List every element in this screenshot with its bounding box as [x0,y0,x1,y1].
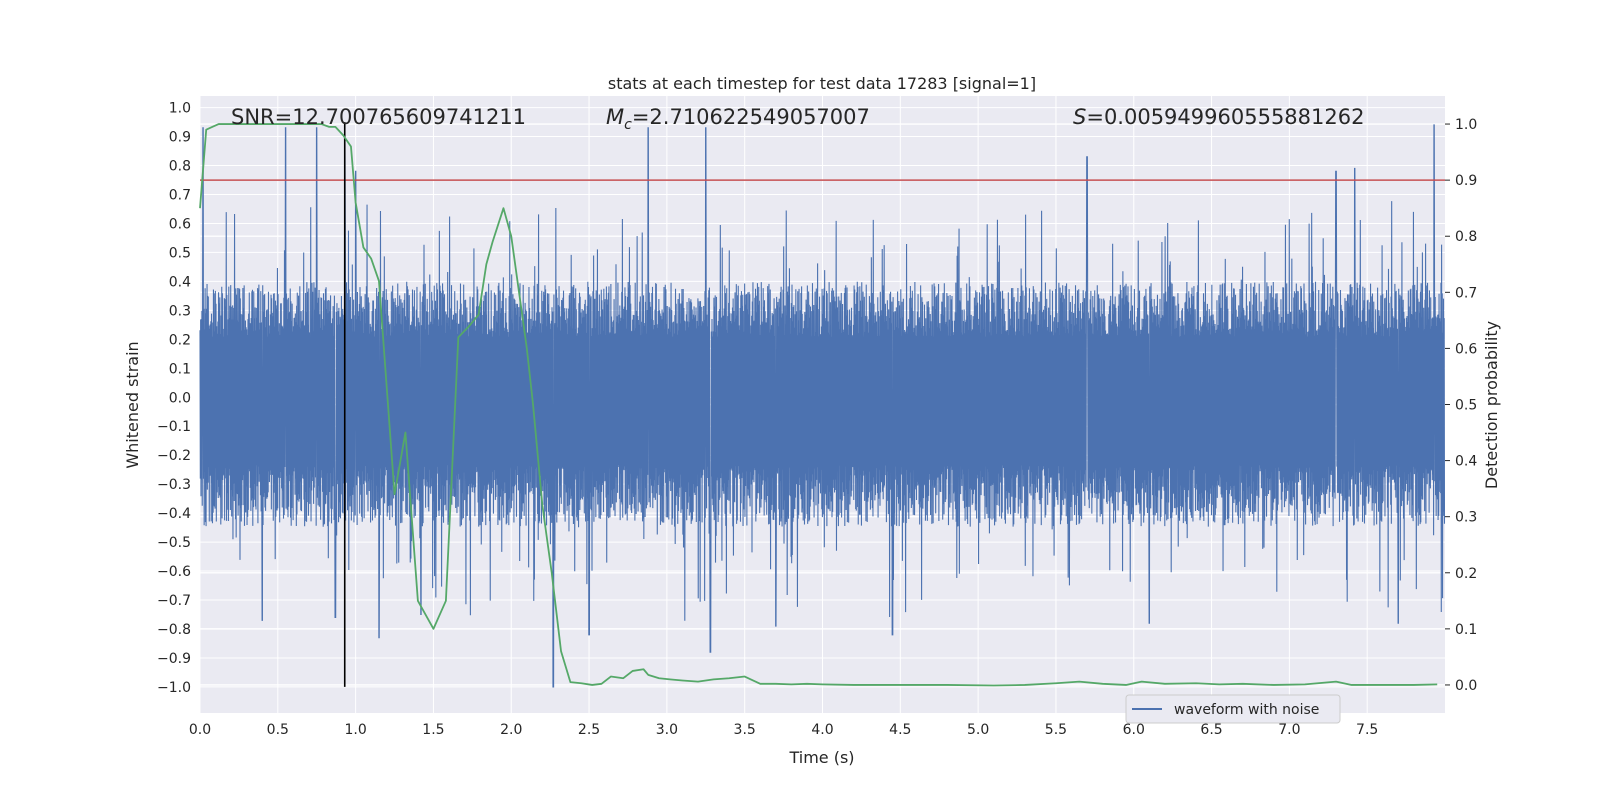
waveform-line [199,124,1446,688]
tick-labels: 0.0 0.5 1.0 1.5 2.0 2.5 3.0 3.5 4.0 4.5 5.0 5.5 6.0 6… [157,101,1477,738]
legend-box [1125,694,1341,724]
x-tick-label: 1.5 [422,722,444,738]
x-tick-label: 4.5 [889,722,911,738]
y-tick-label: 0.8 [169,159,191,175]
x-tick-label: 5.5 [1045,722,1067,738]
y-tick-label: 0.2 [169,332,191,348]
y-tick-label: −0.4 [157,506,191,522]
y2-tick-label: 1.0 [1455,117,1477,133]
chirp-mass-symbol: M [606,105,624,129]
y2-axis-label: Detection probability [1482,321,1501,489]
x-tick-label: 2.5 [578,722,600,738]
y-tick-label: −0.8 [157,622,191,638]
y-tick-label: 0.4 [169,274,191,290]
legend-label: waveform with noise [1174,702,1319,718]
s-symbol: S [1073,105,1086,129]
s-value: =0.005949960555881262 [1086,105,1364,129]
chirp-mass-subscript: c [624,117,632,133]
x-tick-label: 0.0 [189,722,211,738]
y-tick-label: 0.7 [169,187,191,203]
x-tick-label: 1.0 [344,722,366,738]
x-tick-label: 6.5 [1200,722,1222,738]
x-tick-label: 2.0 [500,722,522,738]
y-tick-label: 1.0 [169,101,191,117]
y2-tick-label: 0.3 [1455,510,1477,526]
x-tick-label: 4.0 [811,722,833,738]
y-tick-label: −1.0 [157,680,191,696]
y-tick-label: −0.7 [157,593,191,609]
y-axis-label: Whitened strain [123,341,142,468]
y2-tick-label: 0.5 [1455,398,1477,414]
y-tick-label: −0.5 [157,535,191,551]
x-tick-label: 7.5 [1356,722,1378,738]
s-annotation: S=0.005949960555881262 [1073,105,1364,129]
chart-title: stats at each timestep for test data 172… [608,74,1036,93]
x-tick-label: 7.0 [1278,722,1300,738]
y2-tick-label: 0.2 [1455,566,1477,582]
x-tick-label: 3.5 [734,722,756,738]
y2-tick-label: 0.4 [1455,454,1477,470]
y-tick-label: −0.9 [157,651,191,667]
y2-tick-label: 0.0 [1455,678,1477,694]
y2-tick-label: 0.1 [1455,622,1477,638]
y-tick-label: 0.0 [169,390,191,406]
legend: waveform with noise [1125,694,1341,724]
y-tick-label: −0.6 [157,564,191,580]
x-tick-label: 0.5 [267,722,289,738]
y2-tick-label: 0.6 [1455,341,1477,357]
probability-line [199,123,1438,687]
y-tick-label: 0.5 [169,245,191,261]
y-tick-label: −0.1 [157,419,191,435]
reference-lines [200,122,1445,687]
y-tick-label: 0.1 [169,361,191,377]
snr-annotation: SNR=12.700765609741211 [231,105,526,129]
y-tick-label: 0.9 [169,130,191,146]
chirp-mass-value: =2.710622549057007 [632,105,870,129]
y2-tick-label: 0.8 [1455,229,1477,245]
waveform-series [199,124,1446,688]
x-tick-label: 5.0 [967,722,989,738]
x-axis-label: Time (s) [788,748,854,767]
chirp-mass-annotation: Mc=2.710622549057007 [606,105,870,133]
y2-tick-label: 0.9 [1455,173,1477,189]
y-tick-label: −0.3 [157,477,191,493]
y2-tick-label: 0.7 [1455,285,1477,301]
probability-series [199,123,1438,687]
x-tick-label: 3.0 [656,722,678,738]
x-tick-label: 6.0 [1123,722,1145,738]
y-tick-label: −0.2 [157,448,191,464]
y-tick-label: 0.6 [169,216,191,232]
y-tick-label: 0.3 [169,303,191,319]
